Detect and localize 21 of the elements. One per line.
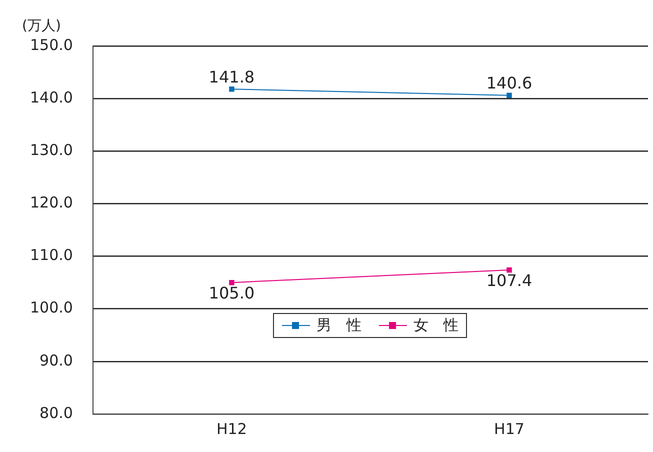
point (229, 280, 234, 286)
point (506, 267, 512, 273)
y-tick-label: 110.0 (30, 246, 73, 264)
x-tick-label: H17 (494, 420, 524, 438)
y-tick-label: 100.0 (30, 298, 73, 317)
y-tick-label: 130.0 (30, 141, 73, 160)
x-tick-label: H12 (216, 420, 247, 438)
point (229, 86, 234, 92)
y-tick-label: 150.0 (30, 36, 73, 54)
data-label: 141.8 (208, 67, 255, 86)
point (506, 92, 512, 98)
data-label: 107.4 (486, 271, 532, 290)
y-tick-label: 80.0 (40, 404, 73, 422)
data-label: 105.0 (208, 284, 255, 303)
legend-label: 女 性 (413, 316, 458, 336)
legend-label: 男 性 (316, 316, 362, 336)
y-axis-title: (万人) (22, 18, 61, 34)
data-label: 140.6 (486, 74, 532, 93)
y-tick-label: 90.0 (40, 351, 73, 370)
y-tick-label: 140.0 (30, 88, 73, 106)
y-tick-label: 120.0 (30, 194, 73, 212)
